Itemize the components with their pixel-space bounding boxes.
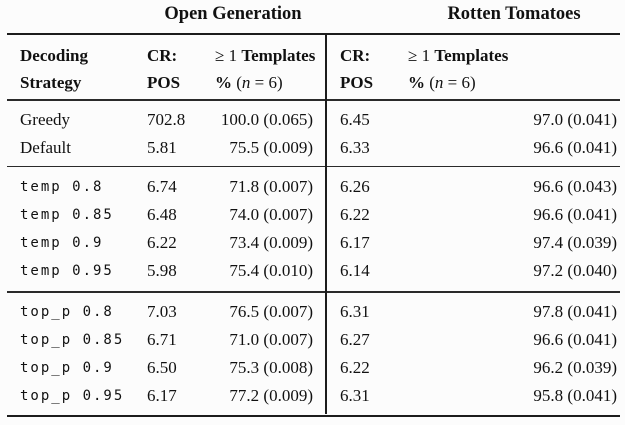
table-row: Default 5.81 75.5 (0.009) 6.33 96.6 (0.0… <box>7 134 620 162</box>
cell-og-templates: 75.4 (0.010) <box>229 261 313 280</box>
row-label: temp 0.9 <box>20 235 104 251</box>
cell-rt-templates: 97.0 (0.041) <box>533 109 617 129</box>
cell-og-cr-pos: 6.74 <box>147 177 177 196</box>
section-rule <box>7 165 620 167</box>
column-header-og-cr-pos: CR: POS <box>147 46 181 92</box>
section-rule <box>7 291 620 293</box>
cell-rt-cr-pos: 6.17 <box>340 233 370 252</box>
cell-rt-templates: 97.8 (0.041) <box>533 301 617 321</box>
section-temperature: temp 0.8 6.74 71.8 (0.007) 6.26 96.6 (0.… <box>7 167 620 291</box>
cell-rt-templates: 96.6 (0.041) <box>533 137 617 157</box>
group-header-open-generation: Open Generation <box>164 4 302 24</box>
table-row: top_p 0.9 6.50 75.3 (0.008) 6.22 96.2 (0… <box>7 354 620 382</box>
cell-og-templates: 71.8 (0.007) <box>229 177 313 196</box>
cell-og-cr-pos: 6.48 <box>147 205 177 224</box>
row-label: temp 0.8 <box>20 179 104 195</box>
table-row: temp 0.8 6.74 71.8 (0.007) 6.26 96.6 (0.… <box>7 173 620 201</box>
cell-og-cr-pos: 7.03 <box>147 301 177 321</box>
column-header-decoding-strategy: Decoding Strategy <box>7 42 147 96</box>
cell-og-cr-pos: 6.22 <box>147 233 177 252</box>
header-strategy: Strategy <box>20 73 82 92</box>
header-rule <box>7 99 620 101</box>
cell-rt-templates: 97.4 (0.039) <box>533 233 617 252</box>
cell-rt-templates: 97.2 (0.040) <box>533 261 617 280</box>
top-rule <box>7 33 620 35</box>
table-row: top_p 0.85 6.71 71.0 (0.007) 6.27 96.6 (… <box>7 326 620 354</box>
cell-rt-cr-pos: 6.22 <box>340 205 370 224</box>
group-header-row: Open Generation Rotten Tomatoes <box>7 0 620 33</box>
table-row: temp 0.9 6.22 73.4 (0.009) 6.17 97.4 (0.… <box>7 229 620 257</box>
cell-rt-cr-pos: 6.31 <box>340 385 370 405</box>
cell-og-templates: 77.2 (0.009) <box>229 385 313 405</box>
cell-rt-cr-pos: 6.45 <box>340 109 370 129</box>
cell-rt-cr-pos: 6.33 <box>340 137 370 157</box>
cell-rt-cr-pos: 6.22 <box>340 357 370 377</box>
row-label: temp 0.85 <box>20 207 114 223</box>
bottom-rule <box>7 414 620 417</box>
cell-og-templates: 75.3 (0.008) <box>229 357 313 377</box>
header-decoding: Decoding <box>20 46 88 65</box>
cell-og-templates: 73.4 (0.009) <box>229 233 313 252</box>
row-label: top_p 0.95 <box>20 387 125 404</box>
table-row: temp 0.95 5.98 75.4 (0.010) 6.14 97.2 (0… <box>7 257 620 285</box>
cell-og-templates: 100.0 (0.065) <box>220 109 313 129</box>
section-top-p: top_p 0.8 7.03 76.5 (0.007) 6.31 97.8 (0… <box>7 293 620 415</box>
column-header-og-templates: ≥ 1 Templates % (n = 6) <box>215 46 316 92</box>
column-header-rt-cr-pos: CR: POS <box>340 46 374 92</box>
table-row: top_p 0.8 7.03 76.5 (0.007) 6.31 97.8 (0… <box>7 298 620 326</box>
row-label: Default <box>20 137 71 157</box>
cell-og-cr-pos: 6.50 <box>147 357 177 377</box>
section-baselines: Greedy 702.8 100.0 (0.065) 6.45 97.0 (0.… <box>7 101 620 166</box>
cell-og-cr-pos: 702.8 <box>147 109 186 129</box>
cell-og-templates: 76.5 (0.007) <box>229 301 313 321</box>
group-divider-line <box>325 35 327 414</box>
row-label: top_p 0.9 <box>20 359 114 376</box>
column-header-rt-templates: ≥ 1 Templates % (n = 6) <box>408 46 509 92</box>
cell-og-templates: 74.0 (0.007) <box>229 205 313 224</box>
row-label: top_p 0.85 <box>20 331 125 348</box>
cell-rt-templates: 95.8 (0.041) <box>533 385 617 405</box>
cell-rt-cr-pos: 6.27 <box>340 329 370 349</box>
row-label: top_p 0.8 <box>20 303 114 320</box>
cell-og-cr-pos: 5.81 <box>147 137 177 157</box>
results-table: Open Generation Rotten Tomatoes Decoding… <box>7 0 620 417</box>
table-row: Greedy 702.8 100.0 (0.065) 6.45 97.0 (0.… <box>7 106 620 134</box>
group-header-rotten-tomatoes: Rotten Tomatoes <box>447 4 581 24</box>
table-row: top_p 0.95 6.17 77.2 (0.009) 6.31 95.8 (… <box>7 382 620 410</box>
cell-rt-cr-pos: 6.31 <box>340 301 370 321</box>
cell-rt-templates: 96.6 (0.041) <box>533 329 617 349</box>
cell-rt-templates: 96.2 (0.039) <box>533 357 617 377</box>
cell-og-cr-pos: 6.71 <box>147 329 177 349</box>
cell-og-templates: 75.5 (0.009) <box>229 137 313 157</box>
row-label: Greedy <box>20 109 71 129</box>
cell-rt-cr-pos: 6.26 <box>340 177 370 196</box>
cell-rt-cr-pos: 6.14 <box>340 261 370 280</box>
cell-rt-templates: 96.6 (0.041) <box>533 205 617 224</box>
cell-og-cr-pos: 5.98 <box>147 261 177 280</box>
column-header-row: Decoding Strategy CR: POS ≥ 1 Templates … <box>7 35 620 99</box>
table-row: temp 0.85 6.48 74.0 (0.007) 6.22 96.6 (0… <box>7 201 620 229</box>
cell-og-templates: 71.0 (0.007) <box>229 329 313 349</box>
cell-rt-templates: 96.6 (0.043) <box>533 177 617 196</box>
row-label: temp 0.95 <box>20 263 114 279</box>
cell-og-cr-pos: 6.17 <box>147 385 177 405</box>
